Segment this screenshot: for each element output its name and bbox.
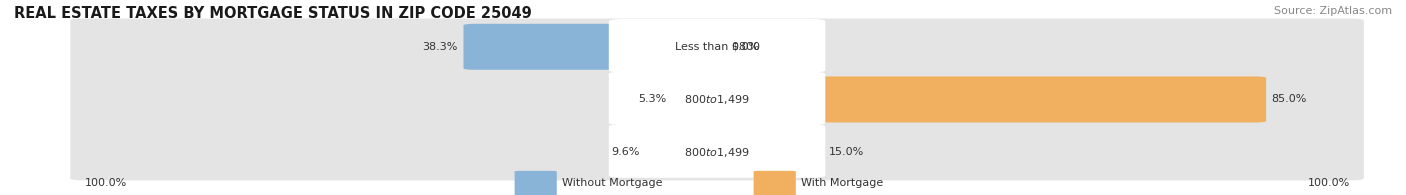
Text: 9.6%: 9.6% <box>612 147 640 157</box>
FancyBboxPatch shape <box>754 171 796 195</box>
Text: 38.3%: 38.3% <box>422 42 458 52</box>
FancyBboxPatch shape <box>70 71 1364 128</box>
FancyBboxPatch shape <box>706 129 824 175</box>
Text: Source: ZipAtlas.com: Source: ZipAtlas.com <box>1274 6 1392 16</box>
FancyBboxPatch shape <box>70 19 1364 75</box>
Text: $800 to $1,499: $800 to $1,499 <box>685 146 749 159</box>
Text: 15.0%: 15.0% <box>830 147 865 157</box>
Text: REAL ESTATE TAXES BY MORTGAGE STATUS IN ZIP CODE 25049: REAL ESTATE TAXES BY MORTGAGE STATUS IN … <box>14 6 531 21</box>
Text: Without Mortgage: Without Mortgage <box>562 178 662 188</box>
Text: 100.0%: 100.0% <box>84 178 127 188</box>
FancyBboxPatch shape <box>645 129 728 175</box>
FancyBboxPatch shape <box>609 124 825 178</box>
Text: With Mortgage: With Mortgage <box>801 178 883 188</box>
FancyBboxPatch shape <box>706 76 1267 122</box>
FancyBboxPatch shape <box>464 24 728 70</box>
FancyBboxPatch shape <box>672 76 728 122</box>
Text: 100.0%: 100.0% <box>1308 178 1350 188</box>
Text: 5.3%: 5.3% <box>638 94 666 105</box>
Text: 0.0%: 0.0% <box>731 42 759 52</box>
FancyBboxPatch shape <box>70 124 1364 180</box>
FancyBboxPatch shape <box>515 171 557 195</box>
FancyBboxPatch shape <box>609 19 825 73</box>
FancyBboxPatch shape <box>609 72 825 125</box>
Text: $800 to $1,499: $800 to $1,499 <box>685 93 749 106</box>
Text: Less than $800: Less than $800 <box>675 42 759 52</box>
Text: 85.0%: 85.0% <box>1271 94 1308 105</box>
